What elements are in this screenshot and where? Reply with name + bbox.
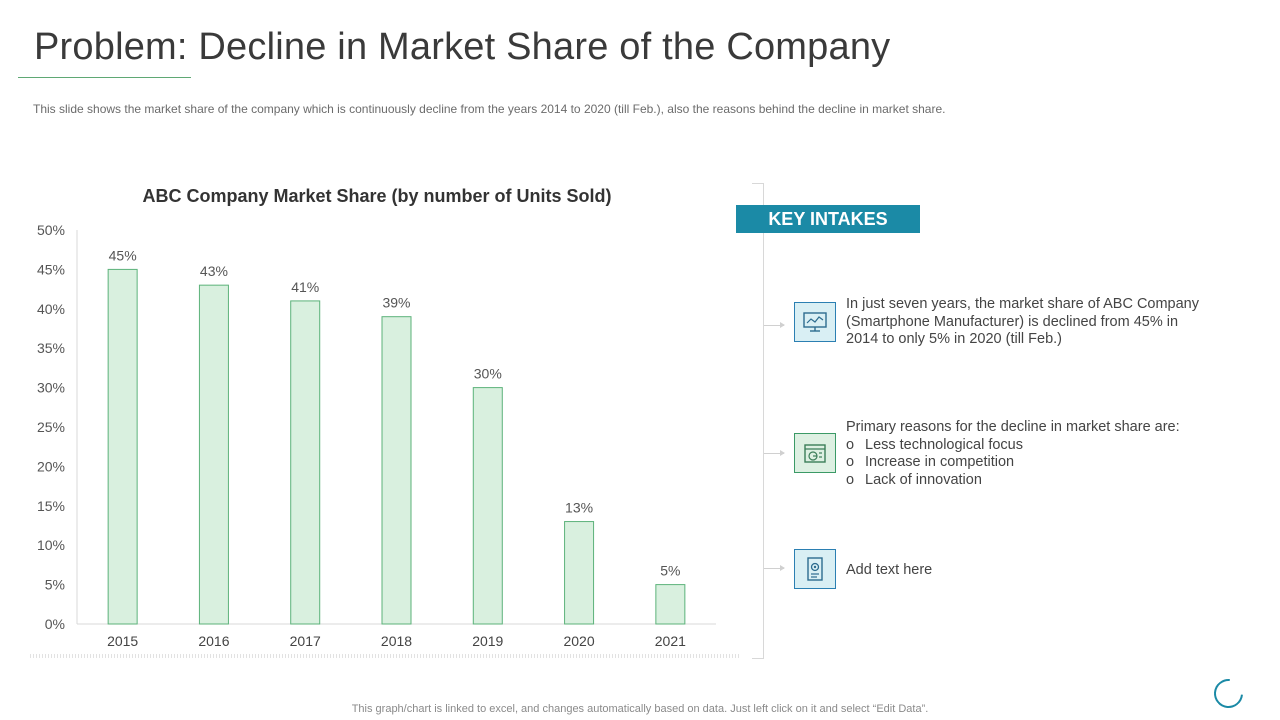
- data-label: 39%: [382, 295, 410, 311]
- data-label: 30%: [474, 366, 502, 382]
- calendar-chart-icon: [794, 433, 836, 473]
- y-tick-label: 15%: [37, 498, 65, 514]
- key-point-3-text: Add text here: [846, 562, 933, 578]
- bar: [472, 387, 503, 625]
- connector-arrow-2: [764, 450, 785, 456]
- monitor-chart-icon: [794, 302, 836, 342]
- footnote: This graph/chart is linked to excel, and…: [351, 703, 929, 715]
- x-tick-label: 2016: [198, 633, 229, 649]
- x-tick-label: 2018: [381, 633, 412, 649]
- list-item: Less technological focus: [846, 437, 1226, 455]
- title-underline: [18, 77, 191, 78]
- y-tick-label: 10%: [37, 537, 65, 553]
- bar: [290, 300, 321, 625]
- slide-subtitle: This slide shows the market share of the…: [33, 102, 946, 116]
- x-tick-label: 2020: [563, 633, 594, 649]
- key-point-2: Primary reasons for the decline in marke…: [846, 419, 1226, 489]
- key-point-1: In just seven years, the market share of…: [846, 296, 1211, 349]
- y-tick-label: 20%: [37, 458, 65, 474]
- chart-title: ABC Company Market Share (by number of U…: [142, 186, 611, 206]
- y-tick-label: 0%: [45, 616, 65, 632]
- bar: [107, 268, 138, 625]
- key-intakes-header: KEY INTAKES: [736, 205, 920, 233]
- y-tick-label: 35%: [37, 340, 65, 356]
- slide-title: Problem: Decline in Market Share of the …: [34, 26, 891, 68]
- connector-arrow-3: [764, 565, 785, 571]
- y-tick-label: 30%: [37, 380, 65, 396]
- x-tick-label: 2017: [290, 633, 321, 649]
- y-tick-label: 40%: [37, 301, 65, 317]
- data-label: 43%: [200, 263, 228, 279]
- bar: [655, 584, 686, 625]
- x-tick-label: 2019: [472, 633, 503, 649]
- list-item: Increase in competition: [846, 454, 1226, 472]
- data-label: 41%: [291, 279, 319, 295]
- y-tick-label: 25%: [37, 419, 65, 435]
- y-tick-label: 50%: [37, 222, 65, 238]
- market-share-bar-chart: ABC Company Market Share (by number of U…: [30, 186, 740, 658]
- y-tick-label: 5%: [45, 577, 65, 593]
- bar: [564, 521, 595, 625]
- data-label: 45%: [109, 247, 137, 263]
- data-label: 13%: [565, 500, 593, 516]
- key-point-1-text: In just seven years, the market share of…: [846, 296, 1199, 347]
- list-item: Lack of innovation: [846, 472, 1226, 490]
- bar: [198, 284, 229, 625]
- bar: [381, 316, 412, 625]
- x-tick-label: 2015: [107, 633, 138, 649]
- connector-arrow-1: [764, 322, 785, 328]
- key-point-3: Add text here: [846, 562, 1226, 580]
- key-intakes-spine: [763, 232, 764, 572]
- x-tick-label: 2021: [655, 633, 686, 649]
- data-label: 5%: [660, 563, 680, 579]
- reasons-list: Less technological focus Increase in com…: [846, 437, 1226, 490]
- y-tick-label: 45%: [37, 261, 65, 277]
- document-gear-icon: [794, 549, 836, 589]
- key-point-2-intro: Primary reasons for the decline in marke…: [846, 419, 1180, 435]
